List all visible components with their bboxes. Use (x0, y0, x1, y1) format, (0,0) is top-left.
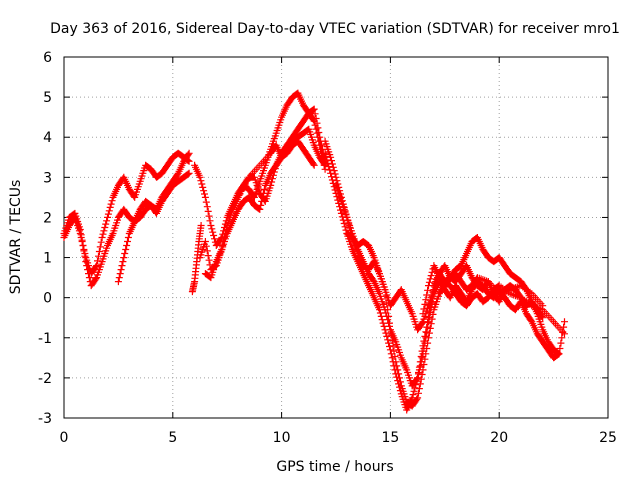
x-tick-label: 25 (599, 430, 617, 446)
series-track-i (321, 137, 568, 410)
y-tick-label: 0 (43, 291, 52, 307)
plus-markers (234, 137, 318, 201)
plot-frame (63, 56, 609, 419)
plus-markers (201, 125, 329, 282)
series-track-g (201, 125, 329, 282)
x-axis-label: GPS time / hours (276, 459, 393, 475)
plus-markers (321, 137, 568, 410)
x-tick-label: 20 (490, 430, 508, 446)
series-track-h (234, 137, 318, 201)
y-tick-label: 5 (43, 90, 52, 106)
chart-title: Day 363 of 2016, Sidereal Day-to-day VTE… (50, 21, 620, 37)
series-track-c (114, 149, 193, 286)
data-points (60, 89, 568, 414)
axis-ticks: 0 5 10 15 20 25 -3 -2 -1 0 1 2 3 4 5 6 (38, 50, 617, 446)
x-tick-label: 5 (168, 430, 177, 446)
y-tick-label: 3 (43, 170, 52, 186)
y-tick-label: -3 (38, 411, 52, 427)
plus-markers (114, 149, 193, 286)
series-track-m (419, 262, 568, 338)
y-tick-label: -1 (38, 331, 52, 347)
grid (64, 57, 608, 418)
series-track-d (188, 222, 205, 296)
y-tick-label: 4 (43, 130, 52, 146)
plus-markers (419, 262, 568, 338)
y-axis-label: SDTVAR / TECUs (8, 180, 24, 295)
x-tick-label: 0 (60, 430, 69, 446)
plus-markers (188, 222, 205, 296)
y-tick-label: -2 (38, 371, 52, 387)
x-tick-label: 10 (273, 430, 291, 446)
x-tick-label: 15 (381, 430, 399, 446)
y-tick-label: 6 (43, 50, 52, 66)
y-tick-label: 2 (43, 210, 52, 226)
y-tick-label: 1 (43, 251, 52, 267)
